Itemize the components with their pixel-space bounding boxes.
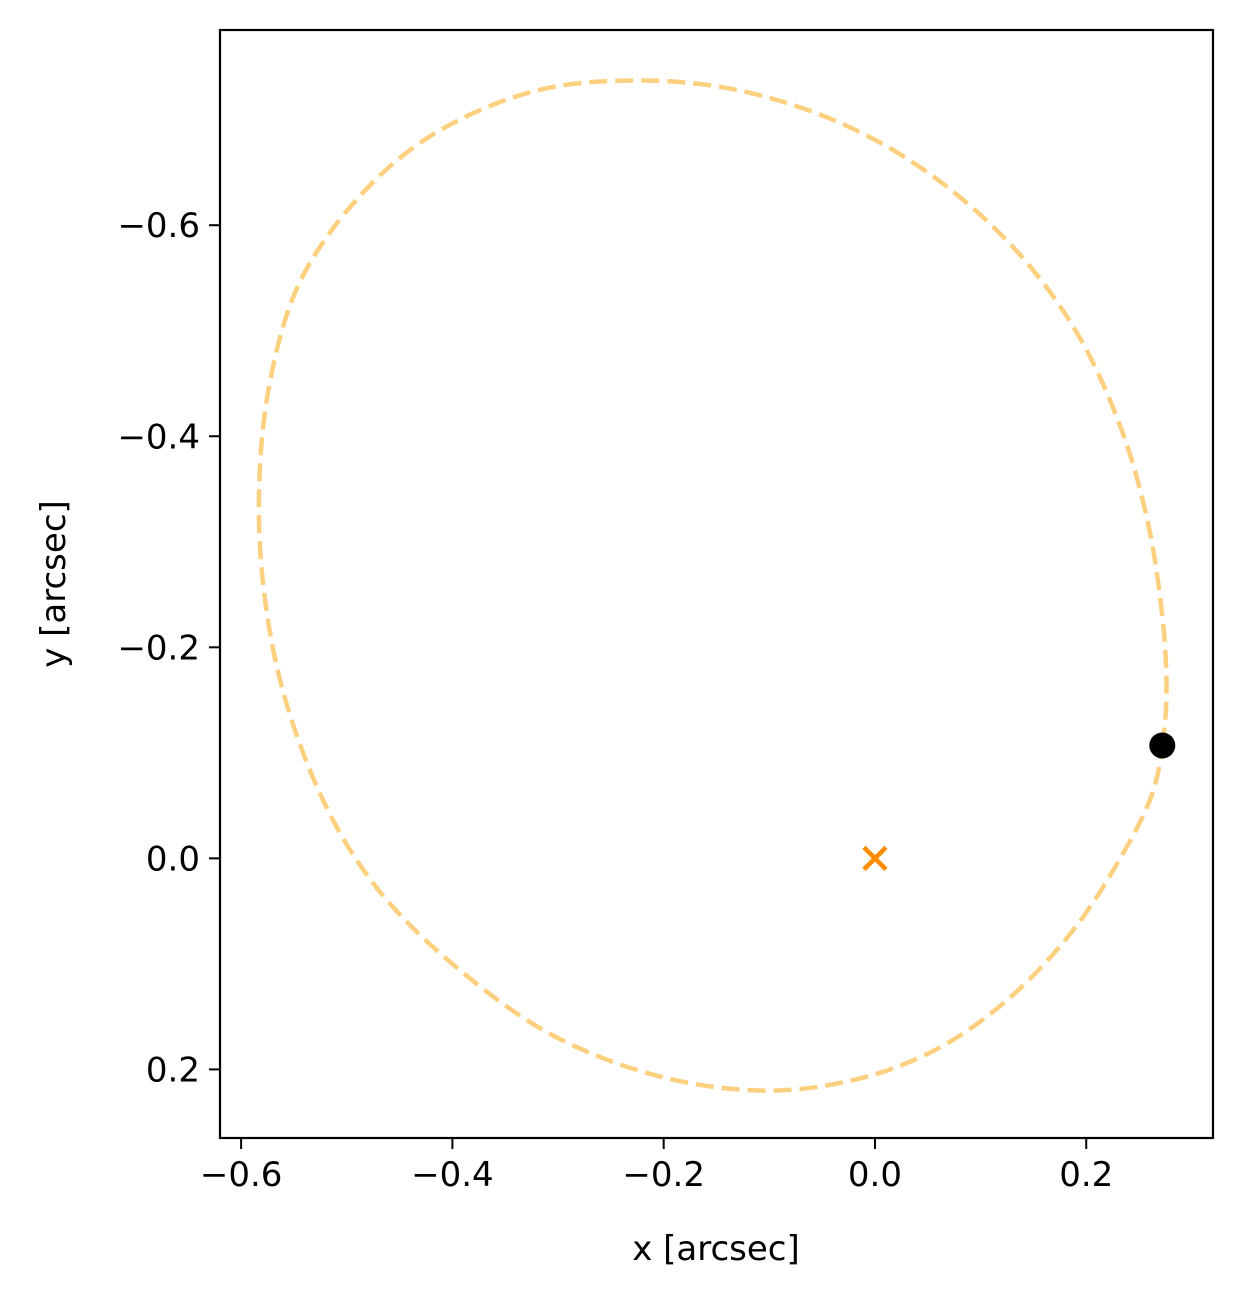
x-tick-label: −0.6 (200, 1155, 283, 1195)
x-tick-label: 0.2 (1059, 1155, 1113, 1195)
axes-frame (218, 28, 1215, 1140)
y-tick-label: 0.2 (146, 1050, 200, 1090)
y-tick-label: −0.2 (117, 628, 200, 668)
y-tick-label: −0.4 (117, 417, 200, 457)
star-marker (862, 845, 888, 871)
y-tick-label: 0.0 (146, 839, 200, 879)
marker-layer (862, 732, 1176, 871)
orbit-layer (256, 78, 1169, 1093)
y-axis-label: y [arcsec] (34, 500, 74, 668)
x-tick-label: −0.4 (411, 1155, 494, 1195)
x-tick-label: 0.0 (848, 1155, 902, 1195)
x-axis-ticks: −0.6 −0.4 −0.2 0.0 0.2 (200, 1138, 1113, 1195)
orbit-path (256, 78, 1169, 1093)
x-tick-label: −0.2 (622, 1155, 705, 1195)
y-tick-label: −0.6 (117, 206, 200, 246)
y-axis-ticks: −0.6 −0.4 −0.2 0.0 0.2 (117, 206, 220, 1090)
companion-marker (1149, 732, 1176, 759)
x-axis-label: x [arcsec] (632, 1229, 800, 1269)
plot-area (220, 30, 1213, 1138)
